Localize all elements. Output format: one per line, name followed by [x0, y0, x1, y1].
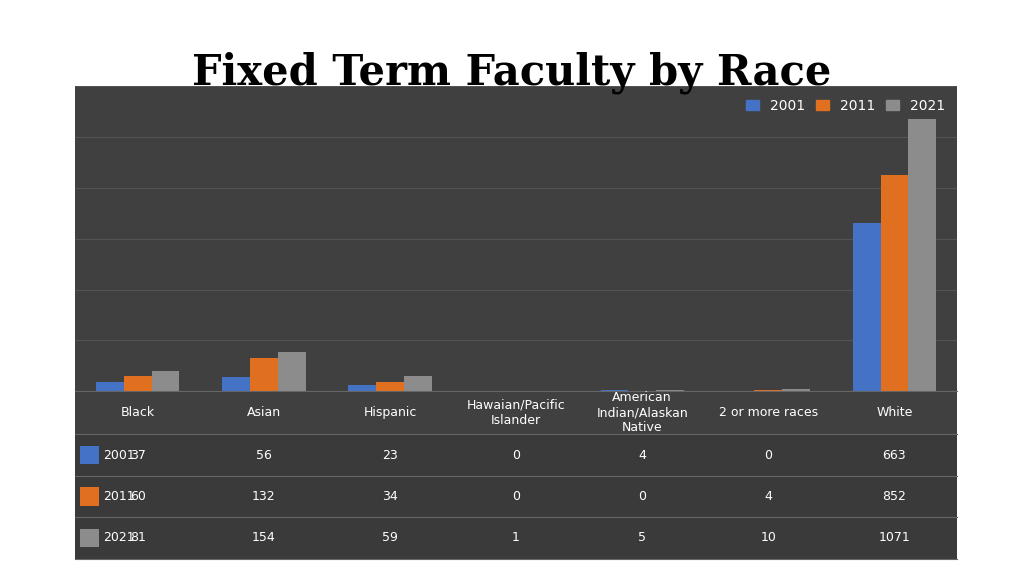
Text: 852: 852 [883, 490, 906, 503]
Text: Asian: Asian [247, 406, 281, 419]
Text: 2 or more races: 2 or more races [719, 406, 818, 419]
Bar [222, 377, 250, 391]
Bar [908, 119, 936, 391]
Legend: 2001, 2011, 2021: 2001, 2011, 2021 [740, 93, 950, 119]
Bar [376, 382, 403, 391]
Text: 2011: 2011 [102, 490, 134, 503]
Bar [881, 175, 908, 391]
Bar [96, 382, 124, 391]
Text: 4: 4 [764, 490, 772, 503]
Text: 1071: 1071 [879, 532, 910, 544]
Bar [278, 352, 305, 391]
Text: 81: 81 [130, 532, 145, 544]
Text: 0: 0 [512, 449, 520, 461]
Bar [250, 358, 278, 391]
Bar [755, 390, 782, 391]
Text: 154: 154 [252, 532, 275, 544]
Text: 5: 5 [638, 532, 646, 544]
Text: 60: 60 [130, 490, 145, 503]
Bar [853, 223, 881, 391]
Text: 37: 37 [130, 449, 145, 461]
Text: 0: 0 [764, 449, 772, 461]
Bar [601, 390, 629, 391]
Text: Hawaian/Pacific
Islander: Hawaian/Pacific Islander [467, 399, 565, 427]
Text: American
Indian/Alaskan
Native: American Indian/Alaskan Native [596, 391, 688, 434]
Text: 10: 10 [761, 532, 776, 544]
Text: 0: 0 [512, 490, 520, 503]
Text: White: White [877, 406, 912, 419]
Text: Fixed Term Faculty by Race: Fixed Term Faculty by Race [193, 52, 831, 94]
Text: 1: 1 [512, 532, 520, 544]
Text: 2021: 2021 [102, 532, 134, 544]
Title: FT Faculty by Race
2001/2011/2021: FT Faculty by Race 2001/2011/2021 [421, 43, 611, 82]
Text: Hispanic: Hispanic [364, 406, 417, 419]
Text: 0: 0 [638, 490, 646, 503]
Text: 4: 4 [638, 449, 646, 461]
Text: 132: 132 [252, 490, 275, 503]
Text: 56: 56 [256, 449, 271, 461]
Bar [124, 376, 152, 391]
Text: 23: 23 [382, 449, 398, 461]
Text: Black: Black [121, 406, 155, 419]
Bar [152, 370, 179, 391]
Text: 59: 59 [382, 532, 398, 544]
Text: 2001: 2001 [102, 449, 134, 461]
Text: 663: 663 [883, 449, 906, 461]
Text: 34: 34 [382, 490, 398, 503]
Bar [656, 390, 684, 391]
Bar [403, 376, 431, 391]
Bar [782, 389, 810, 391]
Bar [348, 385, 376, 391]
